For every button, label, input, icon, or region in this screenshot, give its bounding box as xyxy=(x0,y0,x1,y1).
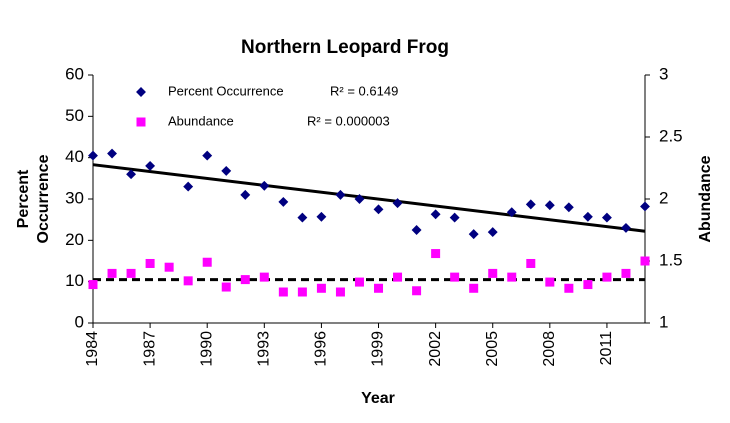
point xyxy=(88,280,98,290)
point xyxy=(507,272,517,282)
point xyxy=(221,165,232,176)
point xyxy=(488,268,498,278)
x-tick-label: 2011 xyxy=(598,331,615,366)
y2-axis-label: Abundance xyxy=(697,155,714,242)
y2-tick-label: 2.5 xyxy=(659,126,683,145)
point xyxy=(107,148,117,159)
point xyxy=(354,277,364,287)
point xyxy=(297,212,308,223)
y-axis-label: Occurrence xyxy=(35,154,52,243)
point xyxy=(583,280,593,290)
point xyxy=(164,262,174,272)
point xyxy=(392,198,403,209)
x-tick-label: 1990 xyxy=(198,331,215,367)
point xyxy=(487,227,498,238)
y-tick-label: 30 xyxy=(65,188,84,207)
point xyxy=(525,199,536,210)
x-tick-label: 1996 xyxy=(313,331,330,367)
point xyxy=(506,207,517,218)
point xyxy=(563,202,574,213)
point xyxy=(431,249,441,259)
x-tick-label: 1987 xyxy=(141,331,158,367)
x-axis-label: Year xyxy=(361,390,395,407)
point xyxy=(335,287,345,297)
point xyxy=(126,268,136,278)
point xyxy=(393,272,403,282)
y2-tick-label: 1 xyxy=(659,312,668,331)
r2-label: R² = 0.000003 xyxy=(307,113,390,128)
point xyxy=(240,189,251,200)
y-tick-label: 10 xyxy=(65,271,84,290)
y2-tick-label: 1.5 xyxy=(659,250,683,269)
point xyxy=(449,212,460,223)
y-tick-label: 20 xyxy=(65,230,84,249)
y-tick-label: 50 xyxy=(65,106,84,125)
point xyxy=(602,272,612,282)
point xyxy=(240,275,250,285)
y-axis-label: Percent xyxy=(15,169,32,228)
point xyxy=(316,211,327,222)
point xyxy=(411,225,422,235)
point xyxy=(107,268,117,278)
point xyxy=(450,272,460,282)
point xyxy=(374,283,384,293)
x-tick-label: 2008 xyxy=(541,331,558,367)
point xyxy=(278,287,288,297)
point xyxy=(412,286,422,296)
y-tick-label: 0 xyxy=(75,312,84,331)
x-tick-label: 1993 xyxy=(256,331,273,367)
x-tick-label: 2005 xyxy=(484,331,501,367)
point xyxy=(373,204,384,215)
point xyxy=(582,211,593,222)
point xyxy=(621,268,631,278)
point xyxy=(640,201,650,212)
point xyxy=(430,209,441,220)
point xyxy=(145,160,156,171)
point xyxy=(335,189,346,200)
r2-label: R² = 0.6149 xyxy=(330,83,398,98)
trend-line xyxy=(92,163,646,233)
point xyxy=(601,212,612,223)
y2-tick-label: 3 xyxy=(659,64,668,83)
point xyxy=(278,196,289,207)
legend-marker xyxy=(136,87,146,97)
point xyxy=(468,229,479,240)
y-tick-label: 40 xyxy=(65,147,84,166)
point xyxy=(145,258,155,268)
point xyxy=(297,287,307,297)
point xyxy=(202,150,213,161)
chart-title: Northern Leopard Frog xyxy=(241,37,449,58)
y-tick-label: 60 xyxy=(65,64,84,83)
y2-tick-label: 2 xyxy=(659,188,668,207)
point xyxy=(183,181,194,192)
point xyxy=(221,282,231,292)
point xyxy=(316,283,326,293)
point xyxy=(183,276,193,286)
point xyxy=(202,257,212,267)
point xyxy=(640,256,650,266)
point xyxy=(354,194,365,204)
x-tick-label: 1999 xyxy=(370,331,387,367)
legend-label: Abundance xyxy=(168,113,234,128)
point xyxy=(469,283,479,293)
x-tick-label: 2002 xyxy=(427,331,444,367)
point xyxy=(88,150,98,161)
legend-marker xyxy=(136,117,146,127)
legend-label: Percent Occurrence xyxy=(168,83,284,98)
point xyxy=(259,180,270,191)
point xyxy=(545,277,555,287)
point xyxy=(621,222,631,233)
point xyxy=(526,258,536,268)
point xyxy=(259,272,269,282)
x-tick-label: 1984 xyxy=(84,331,101,367)
point xyxy=(564,283,574,293)
point xyxy=(544,200,555,211)
